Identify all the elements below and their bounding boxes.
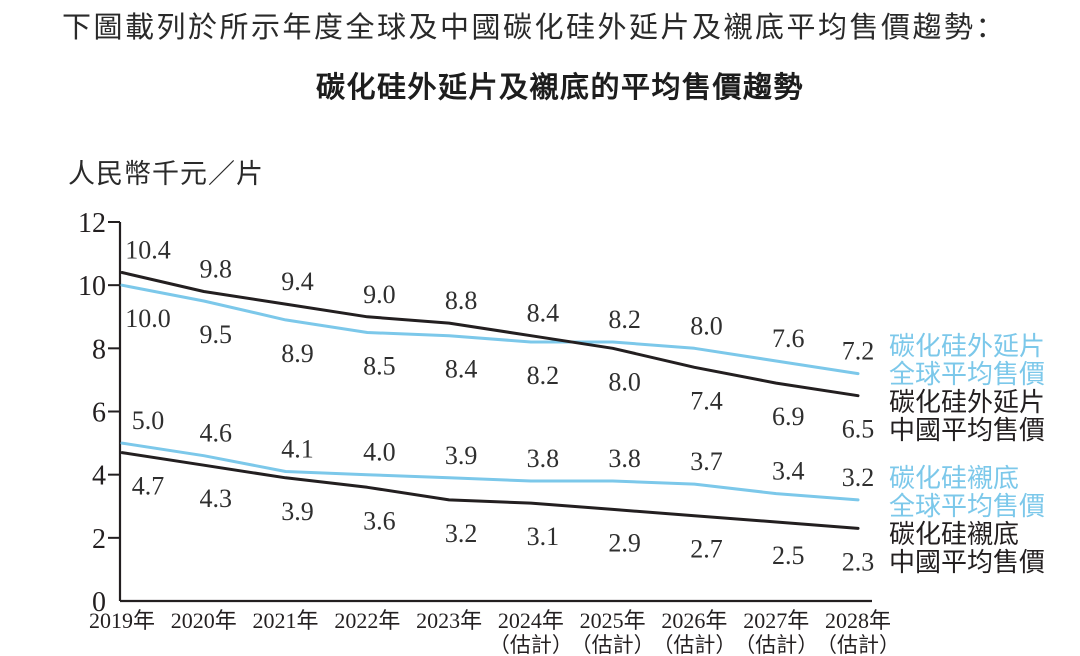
data-label: 4.6	[200, 419, 233, 448]
data-label: 8.8	[445, 286, 478, 315]
y-tick-label: 10	[78, 271, 106, 302]
x-tick-note: （估計）	[652, 633, 736, 656]
data-label: 4.0	[363, 438, 396, 467]
x-tick-label: 2028年	[825, 608, 891, 633]
data-label: 4.1	[281, 435, 314, 464]
data-label: 8.0	[690, 311, 723, 340]
x-tick-label: 2027年	[743, 608, 809, 633]
data-label: 4.3	[200, 484, 233, 513]
x-tick-label: 2026年	[661, 608, 727, 633]
data-label: 3.7	[690, 447, 723, 476]
data-label: 6.5	[842, 415, 875, 444]
x-tick-label: 2024年	[498, 608, 564, 633]
y-tick-label: 4	[92, 461, 106, 492]
data-label: 4.7	[132, 472, 165, 501]
y-tick-label: 6	[92, 398, 106, 429]
data-label: 2.7	[690, 535, 723, 564]
data-label: 10.0	[125, 304, 171, 333]
data-label: 7.4	[690, 386, 723, 415]
data-label: 9.5	[200, 320, 233, 349]
data-label: 8.4	[527, 299, 560, 328]
series-line-substrate-global	[120, 441, 860, 502]
y-tick-label: 12	[78, 208, 106, 239]
series-line-substrate-china	[120, 451, 860, 530]
data-label: 5.0	[132, 406, 165, 435]
data-label: 2.5	[772, 541, 805, 570]
x-tick-label: 2019年	[89, 608, 155, 633]
y-tick-label: 2	[92, 524, 106, 555]
data-label: 7.2	[842, 337, 875, 366]
data-label: 7.6	[772, 324, 805, 353]
data-label: 3.1	[527, 522, 560, 551]
series-line-epitaxial-china	[120, 271, 860, 398]
x-tick-note: （估計）	[734, 633, 818, 656]
data-label: 8.0	[608, 367, 641, 396]
data-label: 8.5	[363, 352, 396, 381]
data-label: 8.4	[445, 355, 478, 384]
data-label: 9.0	[363, 280, 396, 309]
data-label: 8.9	[281, 339, 314, 368]
x-tick-label: 2021年	[253, 608, 319, 633]
x-tick-note: （估計）	[816, 633, 900, 656]
y-axis-unit-label: 人民幣千元／片	[68, 159, 264, 189]
series-line-epitaxial-global	[120, 283, 860, 376]
data-label: 10.4	[125, 236, 171, 265]
data-label: 3.4	[772, 457, 805, 486]
data-label: 8.2	[608, 305, 641, 334]
chart-title: 碳化硅外延片及襯底的平均售價趨勢	[315, 72, 804, 104]
data-label: 3.8	[608, 444, 641, 473]
data-label: 9.4	[281, 267, 314, 296]
data-label: 6.9	[772, 402, 805, 431]
data-label: 8.2	[527, 361, 560, 390]
data-label: 3.9	[445, 441, 478, 470]
data-label: 3.9	[281, 497, 314, 526]
data-label: 3.8	[527, 444, 560, 473]
x-tick-note: （估計）	[489, 633, 573, 656]
data-label: 2.9	[608, 528, 641, 557]
y-tick-label: 0	[92, 587, 106, 618]
data-label: 3.6	[363, 506, 396, 535]
x-tick-label: 2020年	[171, 608, 237, 633]
x-tick-label: 2022年	[334, 608, 400, 633]
y-tick-label: 8	[92, 334, 106, 365]
x-tick-label: 2025年	[580, 608, 646, 633]
x-tick-label: 2023年	[416, 608, 482, 633]
x-tick-note: （估計）	[571, 633, 655, 656]
data-label: 2.3	[842, 547, 875, 576]
data-label: 9.8	[200, 254, 233, 283]
intro-text: 下圖載列於所示年度全球及中國碳化硅外延片及襯底平均售價趨勢：	[62, 12, 1008, 44]
data-label: 3.2	[445, 519, 478, 548]
data-label: 3.2	[842, 463, 875, 492]
